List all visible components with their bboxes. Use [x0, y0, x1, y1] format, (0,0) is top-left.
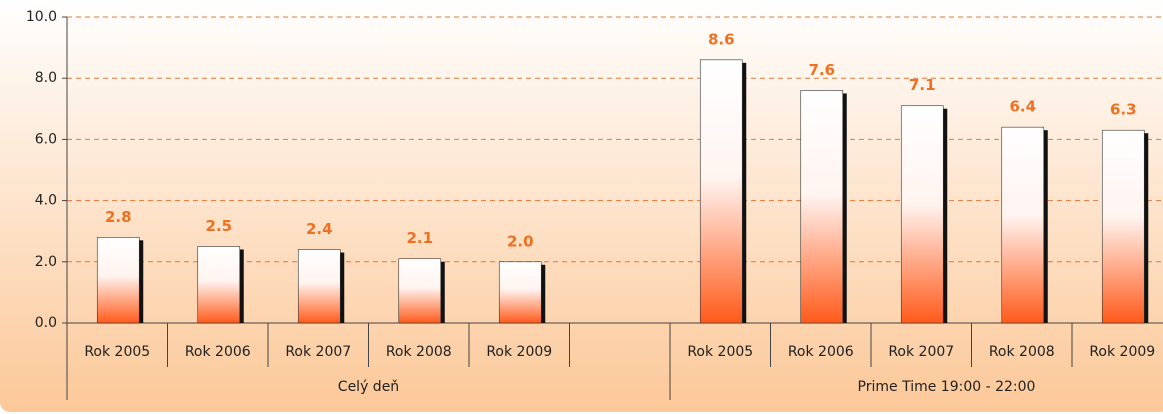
y-tick-label: 6.0: [35, 131, 57, 147]
bar: [398, 258, 442, 324]
value-label: 2.1: [406, 229, 433, 247]
group-label: Prime Time 19:00 - 22:00: [858, 379, 1036, 395]
x-tick-label: Rok 2009: [486, 344, 552, 360]
y-tick-label: 10.0: [26, 9, 57, 25]
x-tick-label: Rok 2006: [788, 344, 854, 360]
y-tick-label: 2.0: [35, 254, 57, 270]
value-label: 7.6: [808, 61, 835, 79]
x-tick-label: Rok 2009: [1089, 344, 1155, 360]
bar: [800, 90, 844, 324]
x-tick-label: Rok 2007: [285, 344, 351, 360]
bar: [699, 59, 743, 324]
bar: [1101, 129, 1145, 324]
value-label: 2.0: [507, 232, 534, 250]
x-tick-label: Rok 2005: [84, 344, 150, 360]
value-label: 2.4: [306, 220, 333, 238]
x-tick-label: Rok 2006: [185, 344, 251, 360]
value-label: 6.3: [1110, 101, 1137, 119]
group-label: Celý deň: [338, 379, 399, 395]
x-tick-label: Rok 2008: [989, 344, 1055, 360]
x-tick-label: Rok 2005: [687, 344, 753, 360]
bar: [1001, 126, 1045, 324]
bar: [197, 246, 241, 324]
value-label: 2.8: [105, 208, 132, 226]
bar: [96, 237, 140, 324]
bar: [297, 249, 341, 324]
x-tick-label: Rok 2008: [386, 344, 452, 360]
y-tick-label: 0.0: [35, 315, 57, 331]
value-label: 7.1: [909, 76, 936, 94]
value-label: 2.5: [205, 217, 232, 235]
y-tick-label: 4.0: [35, 193, 57, 209]
y-tick-label: 8.0: [35, 70, 57, 86]
bar: [900, 105, 944, 324]
value-label: 6.4: [1009, 98, 1036, 116]
value-label: 8.6: [708, 30, 735, 48]
x-tick-label: Rok 2007: [888, 344, 954, 360]
bar: [498, 261, 542, 324]
